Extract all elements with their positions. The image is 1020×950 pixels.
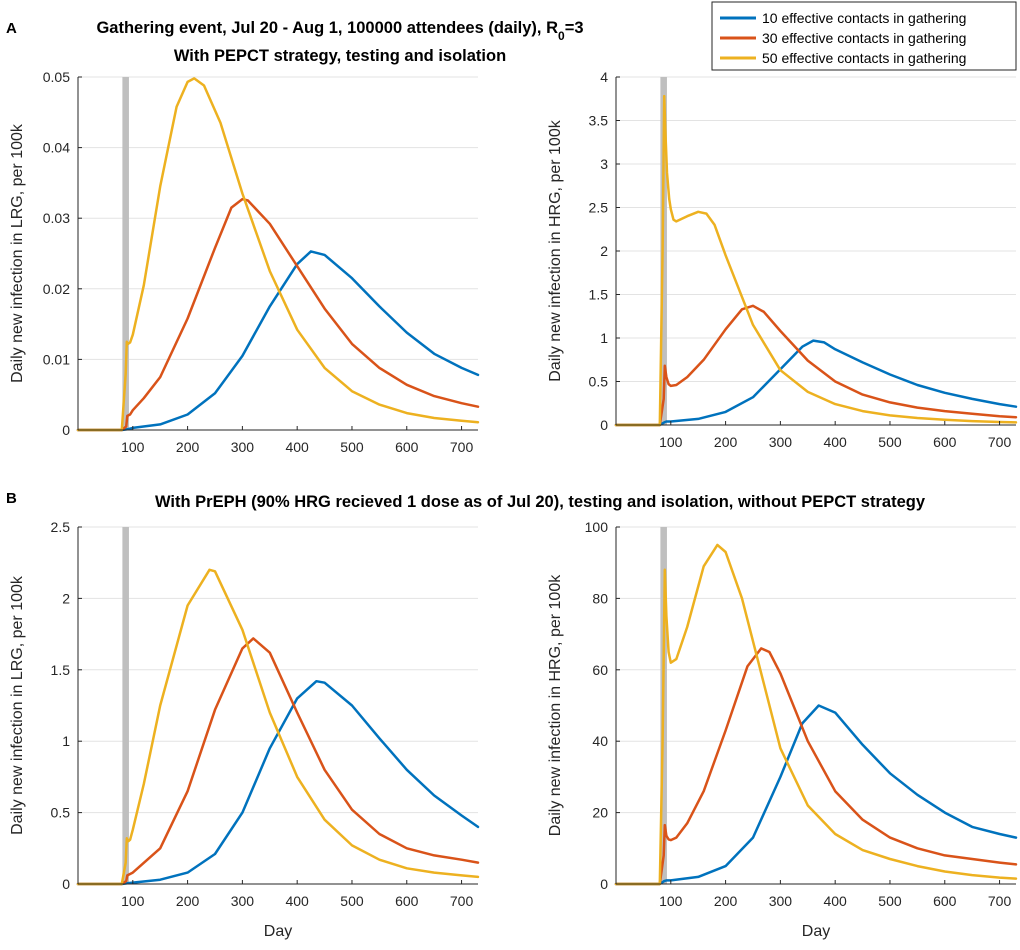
y-tick-label-b-left-0: 0 (62, 876, 70, 892)
y-tick-label-a-right-2: 1 (600, 330, 608, 346)
legend: 10 effective contacts in gathering 30 ef… (711, 1, 1017, 71)
y-tick-label-a-right-5: 2.5 (589, 200, 609, 216)
y-tick-label-a-right-8: 4 (600, 69, 608, 85)
y-tick-label-b-right-1: 20 (592, 805, 608, 821)
series-line-b-right-0 (614, 704, 1018, 886)
x-tick-label-a-left-0: 100 (121, 439, 145, 455)
x-tick-label-b-right-5: 600 (933, 893, 957, 909)
y-axis-label-a-right: Daily new infection in HRG, per 100k (547, 119, 564, 381)
series-line-a-left-1 (76, 197, 480, 432)
chart-a-left: 100 200 300 400 500 600 700 0 0.01 0.02 0.03 0.04 0.… (9, 69, 480, 455)
y-tick-label-a-left-5: 0.05 (43, 69, 70, 85)
y-tick-label-a-left-3: 0.03 (43, 210, 70, 226)
title-b: With PrEPH (90% HRG recieved 1 dose as o… (155, 493, 926, 511)
chart-a-right: 100 200 300 400 500 600 700 0 0.5 1 1.5 2 2.5 3 3.5 4 Da… (547, 69, 1018, 450)
y-axis-label-b-right: Daily new infection in HRG, per 100k (547, 574, 564, 836)
panel-label-b: B (6, 490, 17, 507)
series-line-b-left-0 (76, 679, 480, 886)
y-tick-label-a-right-0: 0 (600, 417, 608, 433)
x-axis-label-b-right: Day (802, 923, 830, 940)
legend-box (711, 1, 1017, 71)
x-tick-label-b-left-1: 200 (176, 893, 200, 909)
x-tick-label-b-left-2: 300 (231, 893, 255, 909)
y-tick-label-b-right-4: 80 (592, 590, 608, 606)
title-a-line1-subscript: 0 (558, 29, 565, 43)
x-tick-label-a-right-2: 300 (769, 434, 793, 450)
title-a-line1-tail: =3 (565, 19, 584, 37)
series-line-a-right-2 (614, 94, 1018, 427)
x-tick-label-a-right-5: 600 (933, 434, 957, 450)
x-tick-label-a-left-3: 400 (285, 439, 309, 455)
y-tick-label-a-right-6: 3 (600, 156, 608, 172)
y-tick-label-a-left-1: 0.01 (43, 351, 70, 367)
x-tick-label-b-right-0: 100 (659, 893, 683, 909)
x-tick-label-a-right-0: 100 (659, 434, 683, 450)
x-tick-label-a-left-6: 700 (450, 439, 474, 455)
y-tick-label-b-right-3: 60 (592, 662, 608, 678)
y-tick-label-a-left-0: 0 (62, 422, 70, 438)
title-a-line1: Gathering event, Jul 20 - Aug 1, 100000 … (96, 19, 583, 43)
x-tick-label-a-left-4: 500 (340, 439, 364, 455)
x-tick-label-b-right-2: 300 (769, 893, 793, 909)
y-tick-label-a-right-1: 0.5 (589, 374, 609, 390)
series-line-a-right-0 (614, 339, 1018, 427)
y-tick-label-b-right-2: 40 (592, 733, 608, 749)
chart-b-left: 100 200 300 400 500 600 700 0 0.5 1 1.5 2 2.5 Daily n… (9, 519, 480, 940)
y-tick-label-b-right-5: 100 (585, 519, 609, 535)
series-line-b-right-2 (614, 543, 1018, 886)
panel-label-a: A (6, 20, 17, 37)
plot-area-a-left (78, 77, 478, 430)
y-tick-label-b-left-5: 2.5 (51, 519, 71, 535)
x-tick-label-b-left-3: 400 (285, 893, 309, 909)
y-tick-label-b-right-0: 0 (600, 876, 608, 892)
plot-area-b-right (616, 527, 1016, 884)
y-tick-label-b-left-1: 0.5 (51, 805, 71, 821)
y-tick-label-a-right-3: 1.5 (589, 287, 609, 303)
x-tick-label-a-right-1: 200 (714, 434, 738, 450)
event-band-b-left (122, 527, 129, 884)
x-tick-label-b-left-0: 100 (121, 893, 145, 909)
y-tick-label-b-left-3: 1.5 (51, 662, 71, 678)
event-band-a-left (122, 77, 129, 430)
y-tick-label-a-right-7: 3.5 (589, 113, 609, 129)
x-tick-label-a-right-3: 400 (823, 434, 847, 450)
x-axis-label-b-left: Day (264, 923, 292, 940)
x-tick-label-b-right-3: 400 (823, 893, 847, 909)
x-tick-label-b-left-5: 600 (395, 893, 419, 909)
chart-b-right: 100 200 300 400 500 600 700 0 20 40 60 80 100 Daily n… (547, 519, 1018, 940)
plot-area-b-left (78, 527, 478, 884)
x-tick-label-b-right-1: 200 (714, 893, 738, 909)
series-line-b-left-1 (76, 637, 480, 886)
y-tick-label-a-left-4: 0.04 (43, 140, 70, 156)
series-line-a-left-0 (76, 250, 480, 432)
legend-label-50: 50 effective contacts in gathering (762, 50, 966, 66)
series-line-b-right-1 (614, 647, 1018, 886)
legend-label-10: 10 effective contacts in gathering (762, 10, 966, 26)
series-line-b-left-2 (76, 568, 480, 886)
y-tick-label-b-left-4: 2 (62, 590, 70, 606)
x-tick-label-b-right-6: 700 (988, 893, 1012, 909)
x-tick-label-a-left-1: 200 (176, 439, 200, 455)
x-tick-label-a-left-5: 600 (395, 439, 419, 455)
charts-layer: 100 200 300 400 500 600 70000.010.020.030.040.… (9, 69, 1018, 940)
legend-label-30: 30 effective contacts in gathering (762, 30, 966, 46)
y-axis-label-b-left: Daily new infection in LRG, per 100k (9, 575, 26, 835)
x-tick-label-a-right-4: 500 (878, 434, 902, 450)
y-tick-label-b-left-2: 1 (62, 733, 70, 749)
title-a-line2: With PEPCT strategy, testing and isolati… (174, 47, 506, 65)
y-tick-label-a-right-4: 2 (600, 243, 608, 259)
x-tick-label-a-left-2: 300 (231, 439, 255, 455)
series-line-a-left-2 (76, 77, 480, 432)
title-a-line1-main: Gathering event, Jul 20 - Aug 1, 100000 … (96, 19, 558, 37)
y-axis-label-a-left: Daily new infection in LRG, per 100k (9, 123, 26, 383)
x-tick-label-a-right-6: 700 (988, 434, 1012, 450)
x-tick-label-b-left-6: 700 (450, 893, 474, 909)
x-tick-label-b-right-4: 500 (878, 893, 902, 909)
y-tick-label-a-left-2: 0.02 (43, 281, 70, 297)
x-tick-label-b-left-4: 500 (340, 893, 364, 909)
